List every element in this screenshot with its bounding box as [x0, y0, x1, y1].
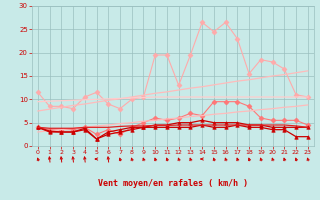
Text: Vent moyen/en rafales ( km/h ): Vent moyen/en rafales ( km/h ): [98, 180, 248, 188]
